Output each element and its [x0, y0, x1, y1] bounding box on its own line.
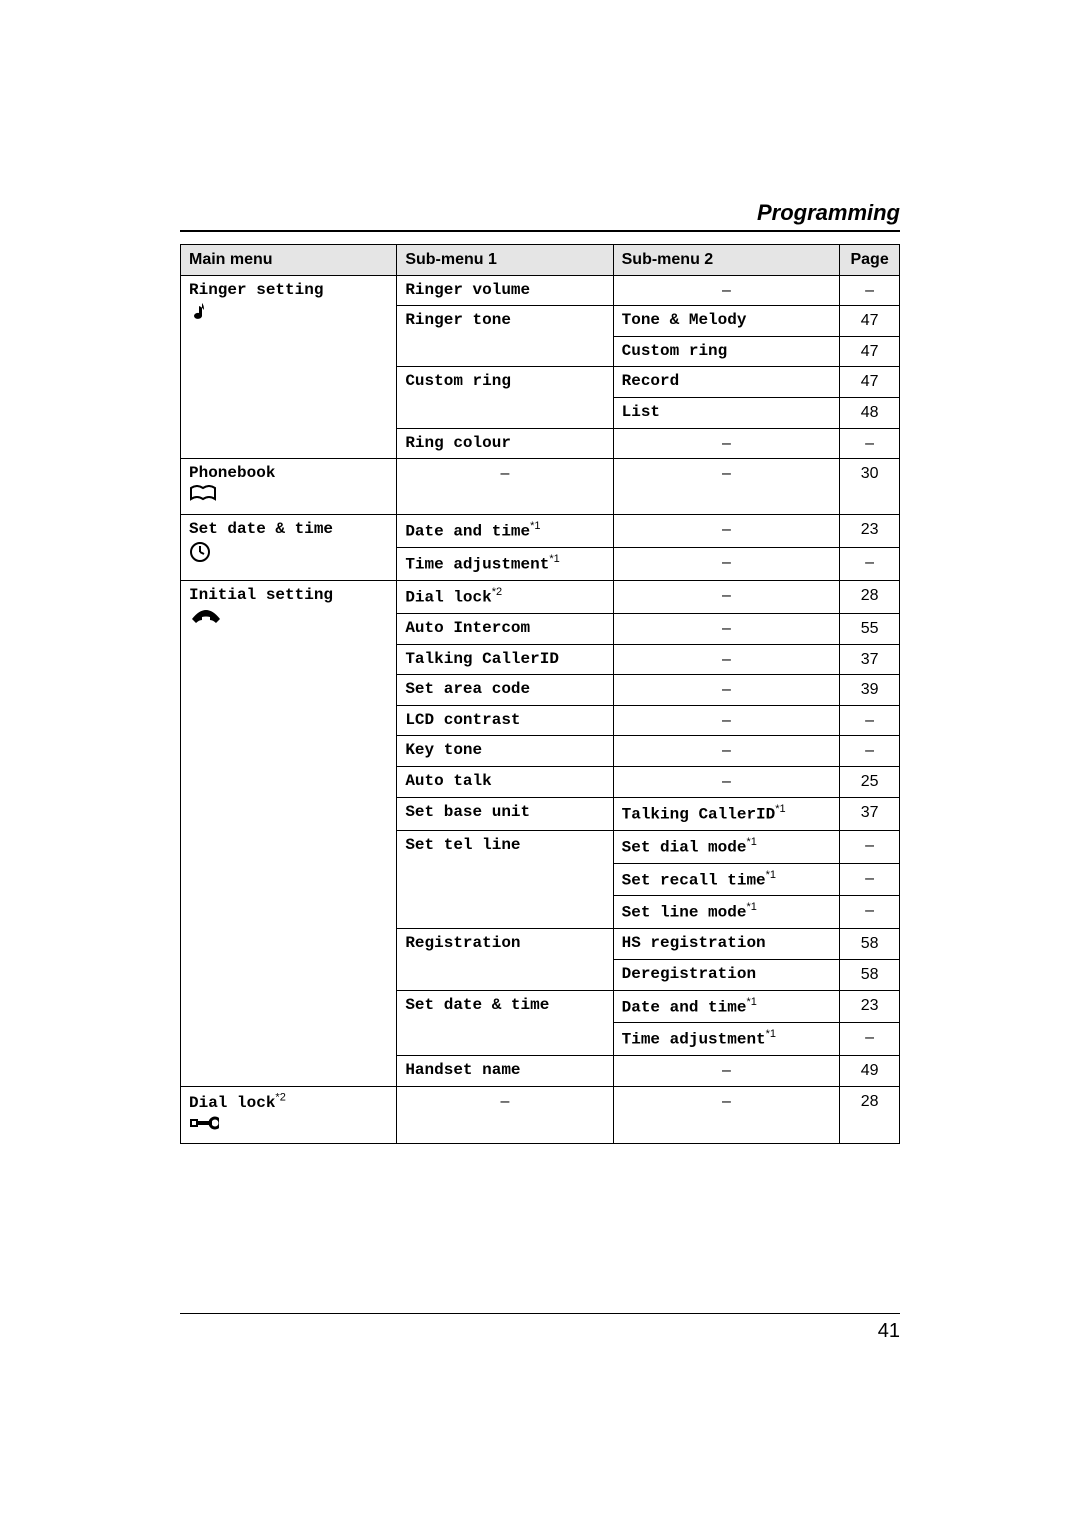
cell-dash: –: [397, 1086, 613, 1143]
cell-dash: –: [840, 428, 900, 459]
cell-dash: –: [613, 515, 840, 548]
cell-dash: –: [613, 736, 840, 767]
cell-dash: –: [840, 736, 900, 767]
cell-dash: –: [840, 548, 900, 581]
page-number: 41: [180, 1313, 900, 1343]
cell-hs-registration: HS registration: [613, 929, 840, 960]
cell-set-tel-line: Set tel line: [397, 830, 613, 929]
cell-dash: –: [613, 428, 840, 459]
cell-dash: –: [613, 1086, 840, 1143]
cell-page: 23: [840, 515, 900, 548]
cell-record: Record: [613, 367, 840, 398]
cell-dash: –: [613, 275, 840, 306]
cell-dash: –: [613, 644, 840, 675]
cell-tone-melody: Tone & Melody: [613, 306, 840, 337]
cell-page: 28: [840, 1086, 900, 1143]
cell-dash: –: [613, 767, 840, 798]
cell-initial-setting: Initial setting: [181, 581, 397, 1087]
th-sub1: Sub-menu 1: [397, 245, 613, 276]
th-sub2: Sub-menu 2: [613, 245, 840, 276]
cell-registration: Registration: [397, 929, 613, 990]
cell-set-line-mode: Set line mode*1: [613, 896, 840, 929]
cell-dash: –: [613, 614, 840, 645]
handset-icon: [189, 612, 223, 630]
cell-dash: –: [840, 275, 900, 306]
cell-set-dial-mode: Set dial mode*1: [613, 830, 840, 863]
cell-page: 47: [840, 367, 900, 398]
cell-page: 58: [840, 929, 900, 960]
cell-dash: –: [613, 705, 840, 736]
cell-lcd-contrast: LCD contrast: [397, 705, 613, 736]
cell-page: 49: [840, 1056, 900, 1087]
note-icon: [189, 312, 209, 330]
cell-dial-lock: Dial lock*2: [397, 581, 613, 614]
cell-set-date-time-sub: Set date & time: [397, 990, 613, 1056]
label-set-date-time: Set date & time: [189, 520, 333, 538]
cell-page: 47: [840, 336, 900, 367]
cell-auto-intercom: Auto Intercom: [397, 614, 613, 645]
cell-deregistration: Deregistration: [613, 959, 840, 990]
cell-set-base-unit: Set base unit: [397, 797, 613, 830]
cell-handset-name: Handset name: [397, 1056, 613, 1087]
section-title: Programming: [180, 200, 900, 232]
cell-set-area-code: Set area code: [397, 675, 613, 706]
cell-ring-colour: Ring colour: [397, 428, 613, 459]
label-phonebook: Phonebook: [189, 464, 275, 482]
cell-dash: –: [840, 830, 900, 863]
cell-page: 39: [840, 675, 900, 706]
menu-table: Main menu Sub-menu 1 Sub-menu 2 Page Rin…: [180, 244, 900, 1144]
cell-ringer-volume: Ringer volume: [397, 275, 613, 306]
cell-talking-callerid: Talking CallerID: [397, 644, 613, 675]
cell-dash: –: [613, 548, 840, 581]
cell-set-date-time: Set date & time: [181, 515, 397, 581]
cell-custom-ring: Custom ring: [613, 336, 840, 367]
cell-time-adjustment: Time adjustment*1: [397, 548, 613, 581]
clock-icon: [189, 550, 211, 568]
cell-dash: –: [613, 1056, 840, 1087]
cell-date-and-time-s1: Date and time*1: [613, 990, 840, 1023]
cell-page: 37: [840, 644, 900, 675]
cell-dial-lock-main: Dial lock*2: [181, 1086, 397, 1143]
cell-key-tone: Key tone: [397, 736, 613, 767]
cell-page: 48: [840, 397, 900, 428]
label-initial-setting: Initial setting: [189, 586, 333, 604]
cell-dash: –: [840, 896, 900, 929]
cell-page: 30: [840, 459, 900, 515]
cell-time-adjustment-s1: Time adjustment*1: [613, 1023, 840, 1056]
cell-dash: –: [613, 675, 840, 706]
cell-page: 47: [840, 306, 900, 337]
cell-dash: –: [613, 459, 840, 515]
cell-page: 37: [840, 797, 900, 830]
cell-auto-talk: Auto talk: [397, 767, 613, 798]
cell-dash: –: [840, 863, 900, 896]
cell-dash: –: [397, 459, 613, 515]
cell-page: 25: [840, 767, 900, 798]
cell-ringer-setting: Ringer setting: [181, 275, 397, 459]
th-page: Page: [840, 245, 900, 276]
cell-talking-callerid-s1: Talking CallerID*1: [613, 797, 840, 830]
cell-dash: –: [840, 705, 900, 736]
cell-ringer-tone: Ringer tone: [397, 306, 613, 367]
book-icon: [189, 490, 217, 508]
cell-set-recall-time: Set recall time*1: [613, 863, 840, 896]
cell-page: 55: [840, 614, 900, 645]
cell-list: List: [613, 397, 840, 428]
cell-dash: –: [613, 581, 840, 614]
cell-date-and-time: Date and time*1: [397, 515, 613, 548]
cell-page: 23: [840, 990, 900, 1023]
cell-dash: –: [840, 1023, 900, 1056]
th-main: Main menu: [181, 245, 397, 276]
label-ringer-setting: Ringer setting: [189, 281, 323, 299]
cell-page: 28: [840, 581, 900, 614]
cell-phonebook: Phonebook: [181, 459, 397, 515]
cell-page: 58: [840, 959, 900, 990]
key-icon: [189, 1118, 219, 1136]
cell-custom-ring-sub: Custom ring: [397, 367, 613, 428]
